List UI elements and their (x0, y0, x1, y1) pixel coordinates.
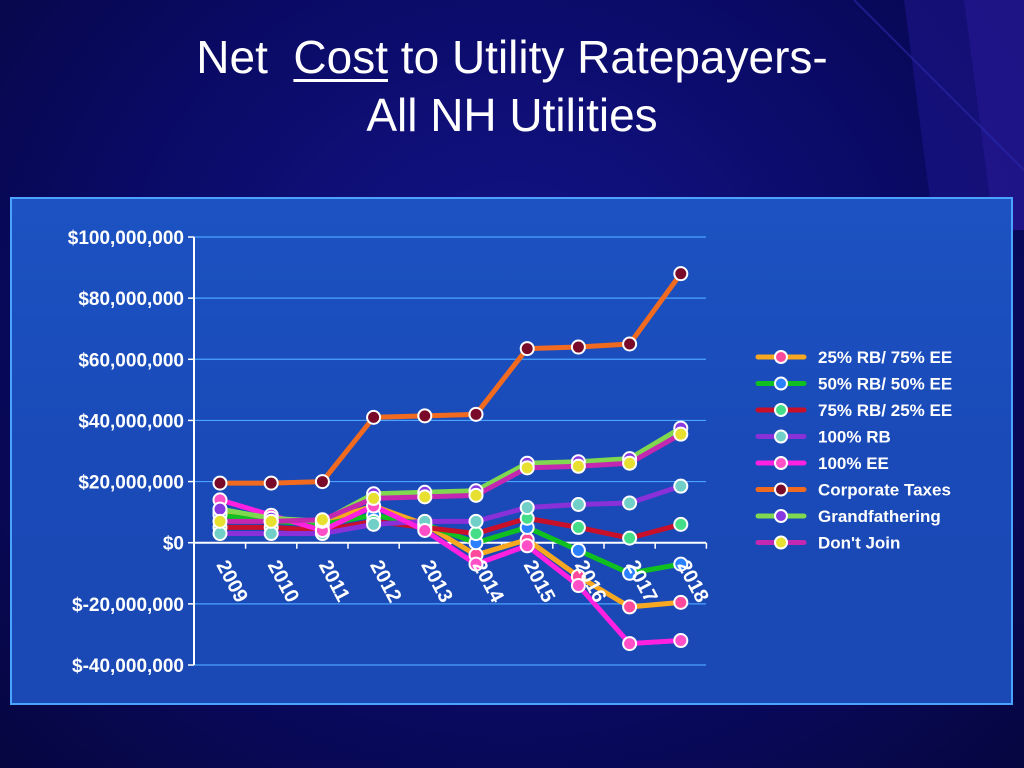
data-point (570, 519, 586, 535)
data-point (263, 513, 279, 529)
data-point (212, 475, 228, 491)
legend-item: 75% RB/ 25% EE (755, 401, 952, 420)
data-point (519, 500, 535, 516)
y-tick-label: $-40,000,000 (72, 656, 184, 677)
data-point (673, 633, 689, 649)
data-point (673, 556, 689, 572)
legend-item: 50% RB/ 50% EE (755, 375, 952, 394)
legend-label: Corporate Taxes (818, 481, 951, 500)
legend-swatch-marker (774, 429, 788, 444)
data-point (212, 501, 228, 517)
series-line-7 (217, 431, 684, 524)
series-line-2 (217, 515, 684, 541)
data-point (314, 512, 330, 528)
legend-swatch-marker (774, 509, 788, 523)
data-point (622, 455, 638, 471)
legend-label: 100% EE (818, 454, 889, 473)
x-tick-label: 2012 (365, 557, 405, 607)
series-line-5 (217, 271, 684, 486)
y-tick-label: $20,000,000 (78, 473, 184, 494)
data-point (263, 475, 279, 491)
legend-item: 25% RB/ 75% EE (755, 348, 952, 367)
data-point (673, 594, 689, 610)
data-point (366, 490, 382, 506)
y-tick-label: $0 (163, 534, 184, 555)
legend-swatch-marker (774, 403, 788, 417)
title-word-net: Net (196, 31, 268, 83)
data-point (468, 556, 484, 572)
legend-label: 75% RB/ 25% EE (818, 401, 952, 420)
data-point (417, 522, 433, 538)
legend-swatch-marker (774, 456, 788, 470)
data-point (468, 526, 484, 542)
data-point (263, 526, 279, 542)
data-point (673, 426, 689, 442)
data-point (570, 339, 586, 355)
data-point (622, 565, 638, 581)
title-word-cost: Cost (293, 31, 389, 83)
x-tick-label: 2014 (468, 557, 509, 607)
y-tick-label: $-20,000,000 (72, 595, 184, 616)
data-point (622, 336, 638, 352)
series-line-3 (217, 483, 684, 537)
data-point (622, 599, 638, 615)
data-point (366, 516, 382, 532)
data-point (519, 341, 535, 357)
legend: 25% RB/ 75% EE 50% RB/ 50% EE 75% RB/ 25% … (755, 348, 952, 553)
data-point (673, 516, 689, 532)
data-point (212, 526, 228, 542)
legend-label: 100% RB (818, 428, 891, 447)
x-tick-label: 2009 (212, 557, 252, 607)
legend-swatch-marker (774, 482, 788, 497)
chart-panel: $100,000,000 $80,000,000 $60,000,000 $40,00… (10, 197, 1013, 705)
legend-item: Corporate Taxes (755, 481, 951, 500)
slide-title: Net Cost to Utility Ratepayers- All NH U… (0, 28, 1024, 144)
data-point (468, 487, 484, 503)
y-tick-label: $60,000,000 (78, 350, 184, 371)
data-point (417, 489, 433, 505)
data-point (570, 458, 586, 474)
title-line-2: All NH Utilities (366, 89, 658, 141)
legend-item: 100% EE (755, 454, 889, 473)
data-point (570, 497, 586, 512)
data-point (673, 266, 689, 282)
data-point (570, 578, 586, 594)
legend-label: Don't Join (818, 534, 900, 553)
data-point (468, 513, 484, 529)
legend-swatch-marker (774, 535, 788, 550)
legend-swatch-marker (774, 350, 788, 364)
legend-label: 25% RB/ 75% EE (818, 348, 952, 367)
y-tick-label: $80,000,000 (78, 289, 184, 310)
title-rest: to Utility Ratepayers- (400, 31, 828, 83)
legend-swatch-marker (774, 376, 788, 391)
data-point (314, 474, 330, 490)
data-point (570, 542, 586, 558)
data-point (417, 408, 433, 424)
data-point (622, 495, 638, 511)
data-point (366, 409, 382, 425)
x-tick-label: 2011 (314, 557, 354, 606)
data-point (212, 513, 228, 529)
data-point (519, 460, 535, 476)
title-line-1: Net Cost to Utility Ratepayers- (0, 28, 1024, 86)
x-tick-label: 2010 (263, 557, 303, 607)
legend-item: Don't Join (755, 534, 900, 553)
data-point (622, 530, 638, 546)
legend-item: Grandfathering (755, 507, 941, 526)
y-tick-label: $100,000,000 (68, 228, 184, 249)
data-point (468, 406, 484, 422)
data-point (673, 478, 689, 494)
x-tick-label: 2013 (416, 557, 456, 607)
data-point (519, 538, 535, 554)
legend-item: 100% RB (755, 428, 891, 447)
legend-label: Grandfathering (818, 507, 941, 526)
data-point (622, 636, 638, 652)
line-chart: $100,000,000 $80,000,000 $60,000,000 $40,00… (68, 228, 952, 677)
legend-label: 50% RB/ 50% EE (818, 375, 952, 394)
y-tick-label: $40,000,000 (78, 411, 184, 432)
x-tick-label: 2017 (621, 557, 661, 607)
series-line-6 (217, 425, 684, 524)
